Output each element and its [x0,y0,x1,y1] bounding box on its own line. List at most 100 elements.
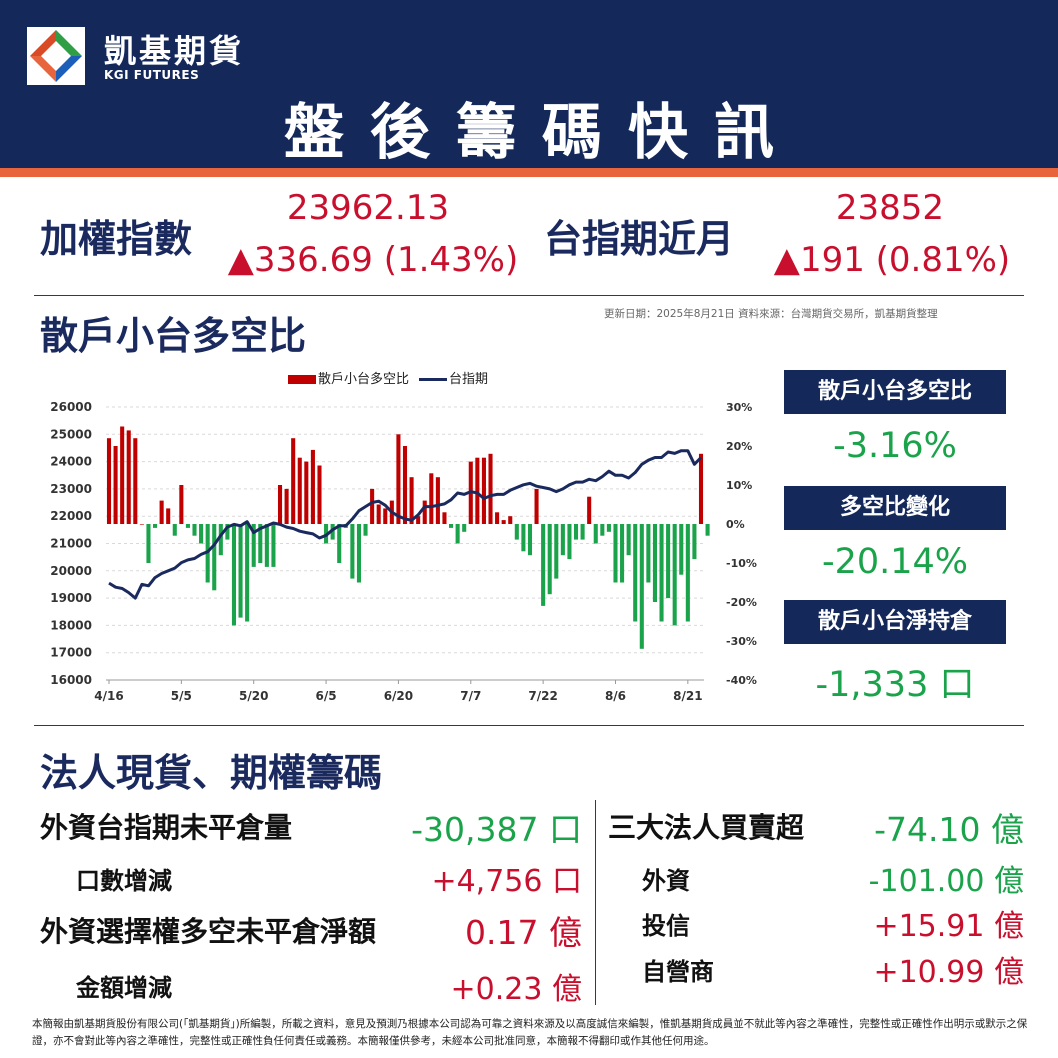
y-right-tick-label: -40% [726,674,757,687]
ratio-bar [692,524,697,560]
foreign-label: 外資 [642,867,690,895]
y-right-tick-label: -20% [726,596,757,609]
ratio-bar [383,508,388,524]
ratio-bar [166,508,171,524]
ratio-bar [218,524,223,556]
ratio-bar [120,426,125,524]
y-left-tick-label: 17000 [50,646,92,660]
ratio-bar [297,457,302,524]
ratio-bar [613,524,618,583]
ratio-bar [402,446,408,524]
ratio-bar [462,524,467,532]
ratio-bar [126,430,131,524]
ratio-bar [659,524,664,622]
source-note: 更新日期：2025年8月21日 資料來源：台灣期貨交易所，凱基期貨整理 [604,308,938,320]
ratio-bar [356,524,361,583]
ratio-bar [672,524,677,626]
ratio-bar [271,524,276,567]
foreign-futures-oi-value: -30,387 口 [411,810,582,849]
ratio-bar [554,524,559,579]
ratio-bar [330,524,335,540]
ratio-bar [284,488,289,524]
y-left-tick-label: 20000 [50,564,92,578]
y-left-tick-label: 18000 [50,618,92,632]
ratio-bar [251,524,256,567]
ratio-bar [488,453,493,524]
ratio-bar [422,500,427,524]
foreign-options-net-label: 外資選擇權多空未平倉淨額 [40,915,377,948]
ratio-bar [245,524,250,622]
ratio-bar [179,485,184,524]
ratio-bar [541,524,546,606]
ratio-bar [363,524,368,536]
taiex-value: 23962.13 [286,188,450,228]
ratio-bar [587,496,592,524]
y-right-tick-label: 20% [726,440,752,453]
y-right-tick-label: 10% [726,479,752,492]
ratio-bar [416,516,421,524]
ratio-bar [153,524,158,528]
stat-net-position-label: 散戶小台淨持倉 [784,600,1006,644]
y-left-tick-label: 21000 [50,537,92,551]
stat-net-position-value: -1,333 口 [815,665,975,705]
ratio-bar [455,524,460,544]
ratio-bar [304,461,309,524]
ratio-bar [626,524,631,556]
x-tick-label: 5/5 [171,689,192,703]
ratio-bar [310,449,315,524]
ratio-bar [159,500,164,524]
foreign-options-net-value: 0.17 億 [465,913,582,952]
header-banner [0,0,1058,168]
ratio-bar [106,438,112,524]
taiex-label: 加權指數 [40,217,193,261]
ratio-bar [264,524,269,567]
ratio-bar [580,524,585,540]
futures-line [108,449,703,600]
ratio-bar [475,457,480,524]
ratio-bar [633,524,638,622]
futures-label: 台指期近月 [544,217,735,261]
x-tick-label: 5/20 [239,689,268,703]
oi-change-value: +4,756 口 [431,864,582,899]
ratio-futures-chart: 26000 25000 24000 23000 22000 21000 20000 19000… [50,400,757,703]
ratio-bar [639,524,644,649]
x-tick-label: 8/6 [605,689,626,703]
amount-change-label: 金額增減 [76,974,172,1002]
ratio-bar [409,477,414,524]
ratio-bar [705,524,710,536]
ratio-bar [573,524,579,540]
futures-change: ▲191 (0.81%) [773,240,1011,280]
ratio-bar [146,524,151,563]
x-tick-label: 7/7 [460,689,481,703]
divider-middle [34,725,1024,726]
ratio-bar [527,524,533,556]
dealers-value: +10.99 億 [873,955,1024,990]
y-right-tick-label: 30% [726,401,752,414]
stat-ratio-change-value: -20.14% [821,542,969,582]
ratio-bar [666,524,671,599]
y-left-tick-label: 19000 [50,591,92,605]
y-left-tick-label: 22000 [50,509,92,523]
ratio-bar [139,524,144,525]
ratio-bar [606,524,611,532]
ratio-bar [172,524,177,536]
kgi-logo-icon [27,27,85,85]
three-institutions-label: 三大法人買賣超 [608,811,805,844]
ratio-bar [547,524,552,595]
ratio-bar [567,524,572,560]
retail-section-title: 散戶小台多空比 [40,314,307,358]
stat-ratio-value: -3.16% [833,426,957,466]
ratio-bar [225,524,230,540]
ratio-bar [435,477,440,524]
divider-top [34,295,1024,296]
ratio-bar [370,488,375,524]
ratio-bar [185,524,190,528]
ratio-bar [317,465,322,524]
ratio-bar [679,524,684,575]
legend-item-ratio: 散戶小台多空比 [318,372,410,387]
ratio-bar [508,516,513,524]
y-left-tick-label: 23000 [50,482,92,496]
legend-bar-swatch [288,375,316,384]
ratio-bar [133,438,138,524]
ratio-bar [501,520,506,524]
